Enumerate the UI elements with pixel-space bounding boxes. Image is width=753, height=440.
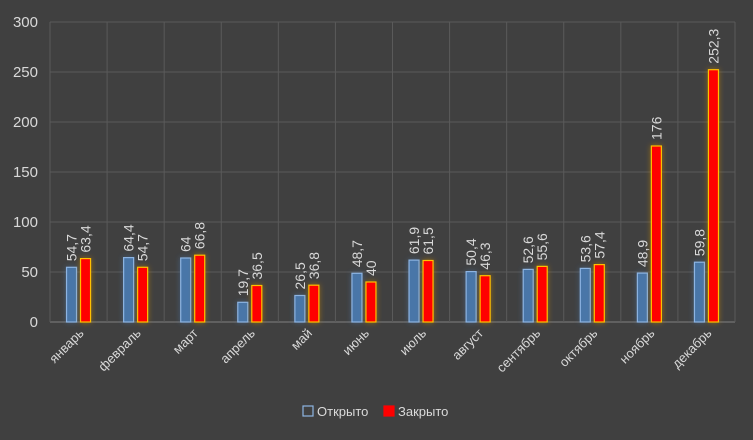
y-tick-label: 150 (13, 164, 38, 181)
bar-opened (294, 294, 306, 323)
data-label-closed: 252,3 (705, 28, 721, 63)
y-tick-label: 0 (30, 314, 38, 331)
x-tick-label: декабрь (669, 325, 715, 371)
data-label-closed: 66,8 (192, 222, 208, 249)
x-tick-label: февраль (95, 325, 144, 374)
bar-opened (123, 257, 135, 323)
bar-opened (237, 301, 249, 323)
bar-opened (180, 257, 192, 323)
bar-opened (522, 268, 534, 323)
y-tick-label: 50 (21, 264, 38, 281)
x-tick-label: ноябрь (617, 325, 658, 366)
x-tick-label: июнь (340, 325, 373, 358)
bar-opened (579, 267, 591, 323)
data-label-opened: 26,5 (292, 262, 308, 289)
x-tick-label: июль (397, 325, 430, 358)
data-label-opened: 19,7 (235, 269, 251, 296)
bar-closed (365, 281, 377, 323)
bar-opened (65, 266, 78, 323)
data-label-opened: 50,4 (463, 238, 479, 265)
bar-closed (137, 266, 149, 323)
data-label-closed: 46,3 (477, 242, 493, 269)
x-tick-label: апрель (217, 325, 258, 366)
bar-closed (593, 264, 605, 323)
data-label-closed: 57,4 (591, 231, 607, 258)
data-label-closed: 61,5 (420, 227, 436, 254)
legend: Открыто Закрыто (302, 404, 448, 419)
x-tick-label: сентябрь (494, 325, 544, 375)
data-label-closed: 36,5 (249, 252, 265, 279)
bar-opened (636, 272, 648, 323)
y-tick-label: 300 (13, 14, 38, 31)
bar-opened (465, 271, 477, 323)
y-tick-label: 200 (13, 114, 38, 131)
y-tick-label: 250 (13, 64, 38, 81)
bar-closed (479, 275, 491, 323)
data-label-opened: 64 (178, 236, 194, 252)
bar-closed (422, 259, 434, 323)
data-label-opened: 53,6 (577, 235, 593, 262)
y-tick-label: 100 (13, 214, 38, 231)
data-label-opened: 59,8 (691, 229, 707, 256)
x-tick-label: январь (46, 325, 87, 366)
data-label-closed: 176 (648, 116, 664, 140)
x-tick-label: август (449, 325, 486, 362)
data-label-opened: 54,7 (64, 234, 80, 261)
legend-opened-label: Открыто (317, 404, 368, 419)
data-label-opened: 64,4 (121, 224, 137, 251)
data-label-opened: 61,9 (406, 227, 422, 254)
bar-closed (251, 284, 263, 323)
data-label-closed: 40 (363, 260, 379, 276)
bar-closed (707, 69, 720, 323)
x-tick-label: март (170, 325, 201, 356)
legend-closed-label: Закрыто (398, 404, 448, 419)
data-label-opened: 52,6 (520, 236, 536, 263)
x-tick-label: май (288, 326, 315, 353)
legend-closed-swatch (383, 405, 395, 417)
data-label-opened: 48,7 (349, 240, 365, 267)
bar-closed (79, 258, 92, 323)
bar-closed (308, 284, 320, 323)
data-label-opened: 48,9 (634, 240, 650, 267)
bar-closed (650, 145, 662, 323)
data-label-closed: 36,8 (306, 252, 322, 279)
x-tick-label: октябрь (556, 325, 600, 369)
legend-opened-swatch (302, 405, 314, 417)
bar-closed (194, 254, 206, 323)
bar-opened (351, 272, 363, 323)
data-label-closed: 63,4 (78, 225, 94, 252)
bar-opened (408, 259, 420, 323)
data-label-closed: 54,7 (135, 234, 151, 261)
bar-closed (536, 265, 548, 323)
bar-opened (693, 261, 706, 323)
data-label-closed: 55,6 (534, 233, 550, 260)
